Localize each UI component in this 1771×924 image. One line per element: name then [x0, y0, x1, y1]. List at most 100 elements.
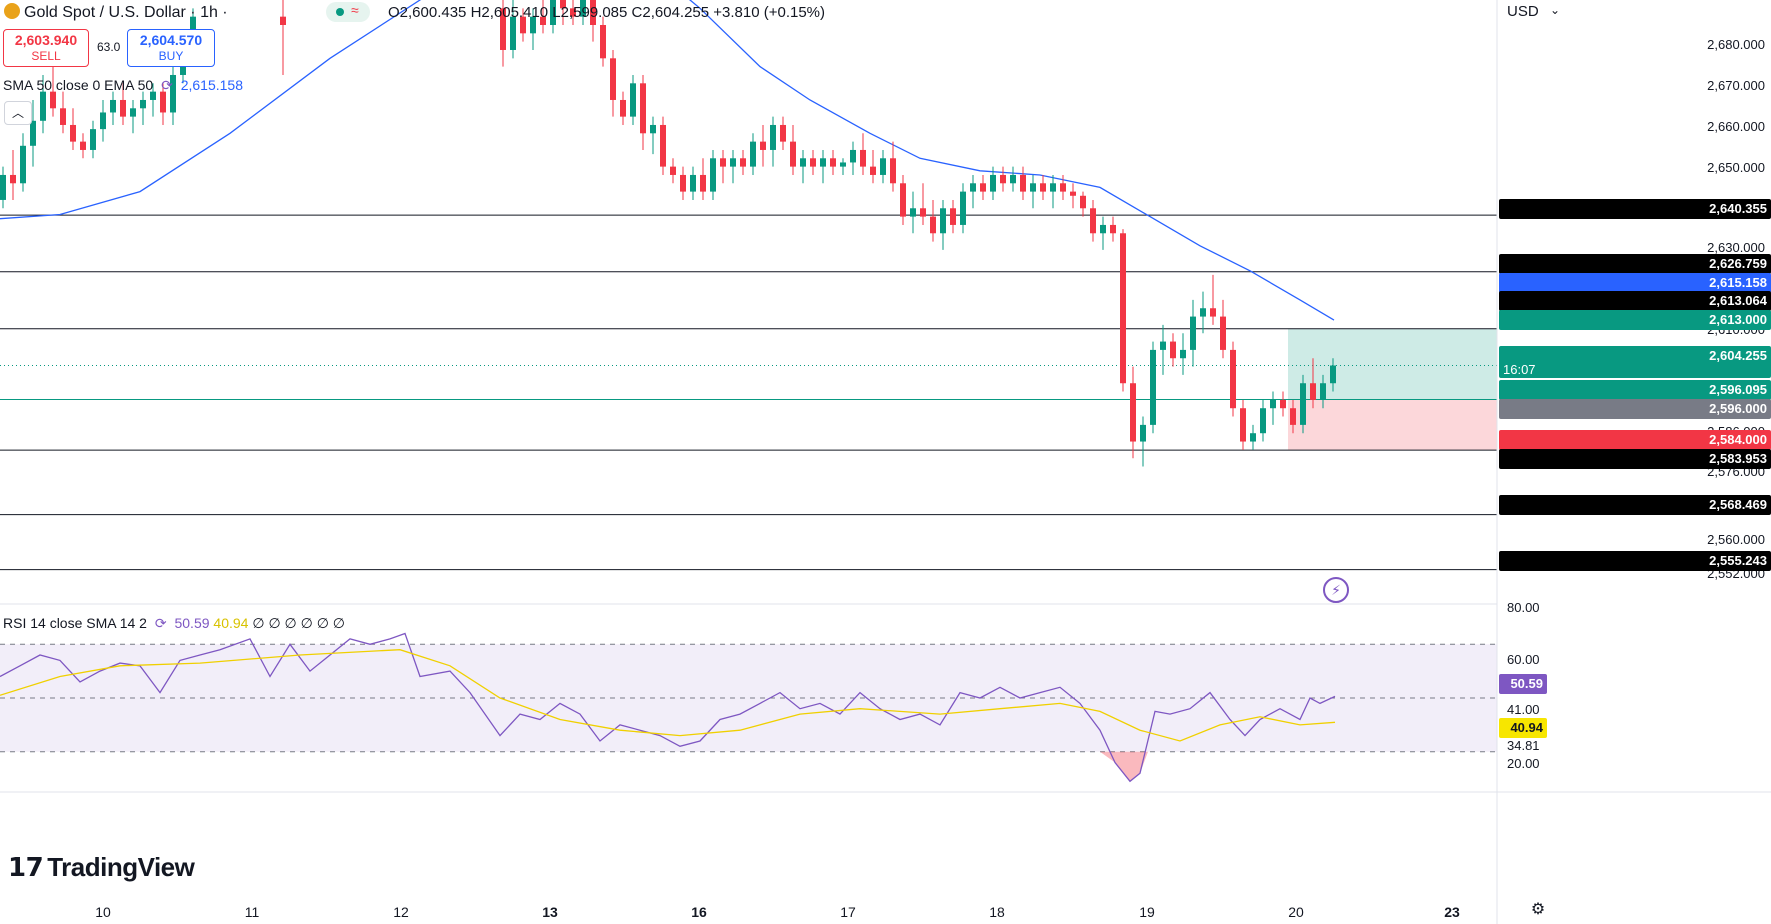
buy-label: BUY: [158, 49, 184, 63]
time-tick-label: 18: [989, 904, 1005, 920]
candle: [720, 149, 726, 184]
price-level-tag: 2,640.355: [1499, 199, 1771, 219]
price-level-tag: 2,613.000: [1499, 310, 1771, 330]
candle-body: [30, 120, 36, 146]
ma-legend[interactable]: SMA 50 close 0 EMA 50 ⟳ 2,615.158: [3, 77, 243, 94]
candle-body: [620, 99, 626, 117]
candle-body: [510, 16, 516, 50]
rsi-sma-value: 40.94: [213, 615, 249, 631]
candle-body: [580, 0, 586, 17]
candle-body: [110, 99, 116, 113]
candle-body: [1170, 341, 1176, 359]
candle: [630, 74, 636, 125]
candle-body: [1310, 383, 1316, 400]
candle: [1130, 366, 1136, 459]
time-tick-label: 20: [1288, 904, 1304, 920]
gold-coin-icon: [4, 3, 20, 19]
rsi-sma-line: [0, 649, 1336, 742]
price-level-tag: 2,596.095: [1499, 380, 1771, 400]
chevron-down-icon[interactable]: ⌄: [1550, 3, 1561, 17]
lightning-icon[interactable]: ⚡: [1323, 577, 1349, 603]
candle: [530, 8, 536, 50]
time-tick-label: 17: [840, 904, 856, 920]
currency-label[interactable]: USD: [1507, 3, 1539, 20]
candle: [670, 158, 676, 184]
candle: [850, 141, 856, 175]
rsi-legend[interactable]: RSI 14 close SMA 14 2 ⟳ 50.59 40.94 ∅ ∅ …: [3, 615, 345, 632]
price-tick-label: 2,660.000: [1707, 119, 1765, 134]
candle: [560, 0, 566, 25]
candle-body: [810, 158, 816, 167]
candle: [80, 133, 86, 159]
candle: [550, 0, 556, 34]
candle: [870, 149, 876, 184]
candle: [680, 166, 686, 200]
candle-body: [900, 183, 906, 217]
candle: [1110, 216, 1116, 242]
candle: [50, 58, 56, 117]
candle: [140, 91, 146, 125]
candle-body: [830, 158, 836, 167]
candle-body: [550, 0, 556, 25]
ohlc-readout: O2,600.435 H2,605.410 L2,599.085 C2,604.…: [388, 4, 826, 21]
candle-body: [500, 8, 506, 50]
candle-body: [860, 149, 866, 167]
candle-body: [140, 99, 146, 109]
chevron-up-icon: ︿: [11, 106, 24, 120]
rsi-label: RSI 14 close SMA 14 2: [3, 615, 147, 631]
candle: [860, 133, 866, 175]
candle: [760, 124, 766, 167]
candle: [130, 99, 136, 134]
candle-body: [840, 162, 846, 167]
refresh-icon[interactable]: ⟳: [161, 77, 173, 93]
candle: [1270, 391, 1276, 425]
candle-body: [610, 58, 616, 100]
candle-body: [990, 174, 996, 192]
rsi-extra-values: ∅ ∅ ∅ ∅ ∅ ∅: [252, 615, 345, 631]
buy-price: 2,604.570: [139, 32, 203, 48]
candle-body: [1220, 316, 1226, 350]
refresh-icon[interactable]: ⟳: [154, 615, 167, 631]
ma-line: [0, 0, 1335, 321]
collapse-legend-button[interactable]: ︿: [4, 101, 32, 125]
candle: [1230, 341, 1236, 417]
spread-value: 63.0: [97, 40, 121, 54]
sell-button[interactable]: 2,603.940 SELL: [3, 29, 89, 67]
candle-body: [1090, 208, 1096, 234]
sell-label: SELL: [31, 49, 61, 63]
buy-button[interactable]: 2,604.570 BUY: [127, 29, 215, 67]
candle: [1080, 191, 1086, 217]
price-level-tag: 2,568.469: [1499, 495, 1771, 515]
candle: [990, 166, 996, 200]
candle-body: [100, 112, 106, 130]
candle-body: [710, 158, 716, 192]
symbol-title[interactable]: Gold Spot / U.S. Dollar · 1h ·: [4, 3, 228, 22]
target-zone: [1288, 329, 1497, 400]
candle-body: [1260, 408, 1266, 434]
candle-body: [40, 91, 46, 121]
price-level-tag: 2,604.255: [1499, 346, 1771, 366]
settings-gear-icon[interactable]: ⚙: [1530, 901, 1546, 918]
candle-body: [690, 174, 696, 192]
candle: [160, 83, 166, 125]
candle-body: [1000, 174, 1006, 184]
candle-body: [1080, 195, 1086, 209]
candle: [1030, 174, 1036, 209]
candle-body: [1210, 308, 1216, 317]
candle: [30, 99, 36, 167]
candle: [600, 16, 606, 67]
ma-label: SMA 50 close 0 EMA 50: [3, 77, 154, 93]
candle-body: [1240, 408, 1246, 442]
candle-body: [1130, 383, 1136, 442]
candle: [1060, 174, 1066, 200]
stop-zone: [1288, 399, 1497, 450]
market-status-badge[interactable]: ≈: [326, 2, 370, 22]
candle-body: [70, 124, 76, 142]
candle-body: [1010, 174, 1016, 184]
candle: [690, 166, 696, 200]
rsi-tick-label: 34.81: [1507, 738, 1540, 753]
candle-body: [1190, 316, 1196, 350]
candle-body: [170, 74, 176, 113]
candle: [650, 116, 656, 155]
